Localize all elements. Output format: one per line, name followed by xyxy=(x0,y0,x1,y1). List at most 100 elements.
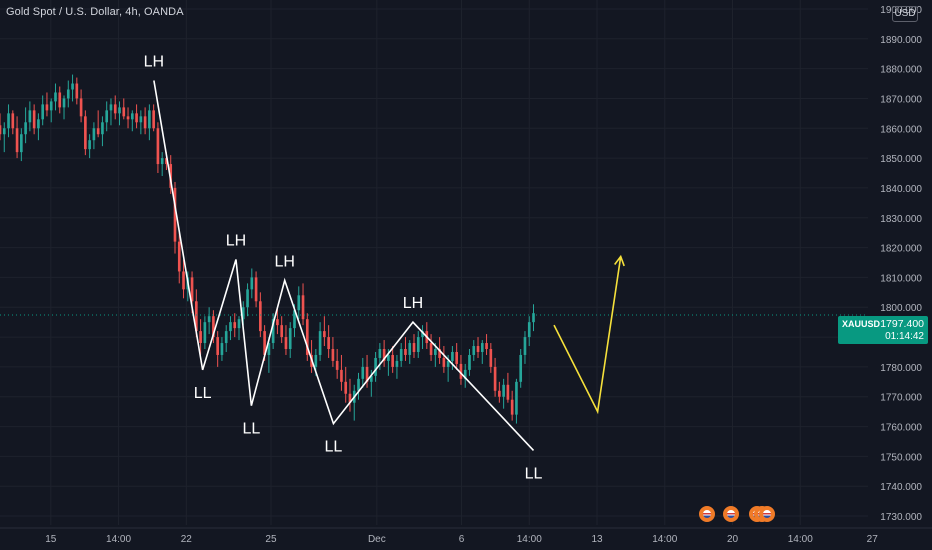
candle-body xyxy=(344,381,348,394)
candle-body xyxy=(241,307,245,320)
candle-body xyxy=(28,110,32,123)
lower-highs-lower-lows-pattern xyxy=(153,80,535,451)
candle-body xyxy=(160,158,164,165)
candle-body xyxy=(101,122,104,135)
price-axis-tick-label: 1760.000 xyxy=(880,423,922,434)
candle-body xyxy=(476,346,480,352)
price-axis-tick-label: 1850.000 xyxy=(880,154,922,165)
time-axis-background xyxy=(0,528,932,550)
candle-body xyxy=(79,98,83,117)
candle-body xyxy=(62,98,66,108)
price-tag-countdown: 01:14:42 xyxy=(885,331,924,342)
time-axis-tick-label: 14:00 xyxy=(788,534,813,545)
time-axis-tick-label: 14:00 xyxy=(517,534,542,545)
candle-body xyxy=(399,349,403,361)
candle-body xyxy=(271,319,275,344)
price-axis-tick-label: 1870.000 xyxy=(880,94,922,105)
candle-body xyxy=(267,343,271,355)
candle-body xyxy=(519,354,523,382)
candle-body xyxy=(2,128,6,135)
candle-body xyxy=(88,140,91,150)
symbol-title: Gold Spot / U.S. Dollar, 4h, OANDA xyxy=(6,6,184,18)
candle-body xyxy=(276,319,279,326)
price-axis[interactable]: 1730.000 1740.000 1750.000 1760.000 1770.000… xyxy=(868,0,932,530)
candle-body xyxy=(331,349,335,361)
candle-body xyxy=(382,349,386,361)
candle-body xyxy=(335,360,339,370)
candle-body xyxy=(506,384,510,400)
grid-lines xyxy=(0,0,873,525)
us-flag-event-icon[interactable] xyxy=(699,506,715,522)
time-axis-tick-label: 27 xyxy=(867,534,879,545)
label-lower-low: LL xyxy=(194,385,212,402)
candle-body xyxy=(212,316,215,338)
candle-body xyxy=(152,110,155,129)
candle-body xyxy=(327,337,330,350)
candle-body xyxy=(105,110,109,123)
candle-body xyxy=(45,104,49,111)
price-axis-tick-label: 1880.000 xyxy=(880,65,922,76)
candle-body xyxy=(532,313,535,323)
candle-body xyxy=(348,393,352,403)
candle-body xyxy=(229,322,232,332)
candle-body xyxy=(220,343,224,355)
candle-body xyxy=(173,187,177,242)
price-tag-price: 1797.400 xyxy=(880,318,924,330)
projection-arrowhead xyxy=(614,254,625,267)
time-axis-tick-label: 20 xyxy=(727,534,739,545)
candle-body xyxy=(429,343,433,355)
candle-body xyxy=(156,128,160,165)
candle-body xyxy=(378,349,382,358)
candle-body xyxy=(190,277,194,302)
candle-body xyxy=(11,113,15,129)
time-axis[interactable]: 15 14:00 22 25 Dec 6 14:00 13 14:00 20 14:00 27 xyxy=(0,527,932,550)
price-tag-ticker: XAUUSD xyxy=(842,319,881,329)
time-axis-tick-label: 25 xyxy=(265,534,277,545)
last-price-tag: XAUUSD 1797.400 01:14:42 xyxy=(838,316,928,344)
candle-body xyxy=(493,366,497,391)
projection-line xyxy=(553,256,622,415)
us-flag-event-icon[interactable] xyxy=(723,506,739,522)
candle-body xyxy=(314,354,318,367)
price-axis-tick-label: 1890.000 xyxy=(880,35,922,46)
candlestick-series xyxy=(0,74,535,424)
candle-body xyxy=(485,343,488,350)
label-lower-high: LH xyxy=(226,233,246,250)
price-axis-tick-label: 1830.000 xyxy=(880,214,922,225)
candle-body xyxy=(165,158,168,165)
candle-body xyxy=(122,107,126,117)
candle-body xyxy=(148,110,151,129)
time-axis-tick-label: 14:00 xyxy=(106,534,131,545)
candle-body xyxy=(280,325,284,338)
candle-body xyxy=(404,349,407,355)
candle-body xyxy=(489,349,493,367)
candle-body xyxy=(438,349,441,358)
currency-button[interactable]: USD xyxy=(892,6,918,22)
candle-body xyxy=(297,295,301,311)
time-axis-tick-label: 14:00 xyxy=(652,534,677,545)
candle-body xyxy=(130,113,134,120)
price-axis-tick-label: 1730.000 xyxy=(880,512,922,523)
candle-body xyxy=(288,328,292,350)
candle-body xyxy=(284,337,288,350)
candle-body xyxy=(498,390,501,397)
time-axis-tick-label: 22 xyxy=(181,534,193,545)
candle-body xyxy=(177,241,181,272)
us-flag-event-icon[interactable] xyxy=(759,506,775,522)
candle-body xyxy=(421,331,424,338)
candle-body xyxy=(135,113,138,123)
candle-body xyxy=(199,331,202,344)
candle-body xyxy=(20,134,23,153)
candle-body xyxy=(301,295,305,320)
candle-body xyxy=(510,399,514,415)
candle-body xyxy=(365,366,369,382)
candle-body xyxy=(502,384,505,397)
candle-body xyxy=(323,331,326,338)
candle-body xyxy=(340,369,343,382)
label-lower-high: LH xyxy=(144,54,164,71)
candle-body xyxy=(451,351,454,361)
candle-body xyxy=(305,319,309,355)
time-axis-tick-label: Dec xyxy=(368,534,386,545)
